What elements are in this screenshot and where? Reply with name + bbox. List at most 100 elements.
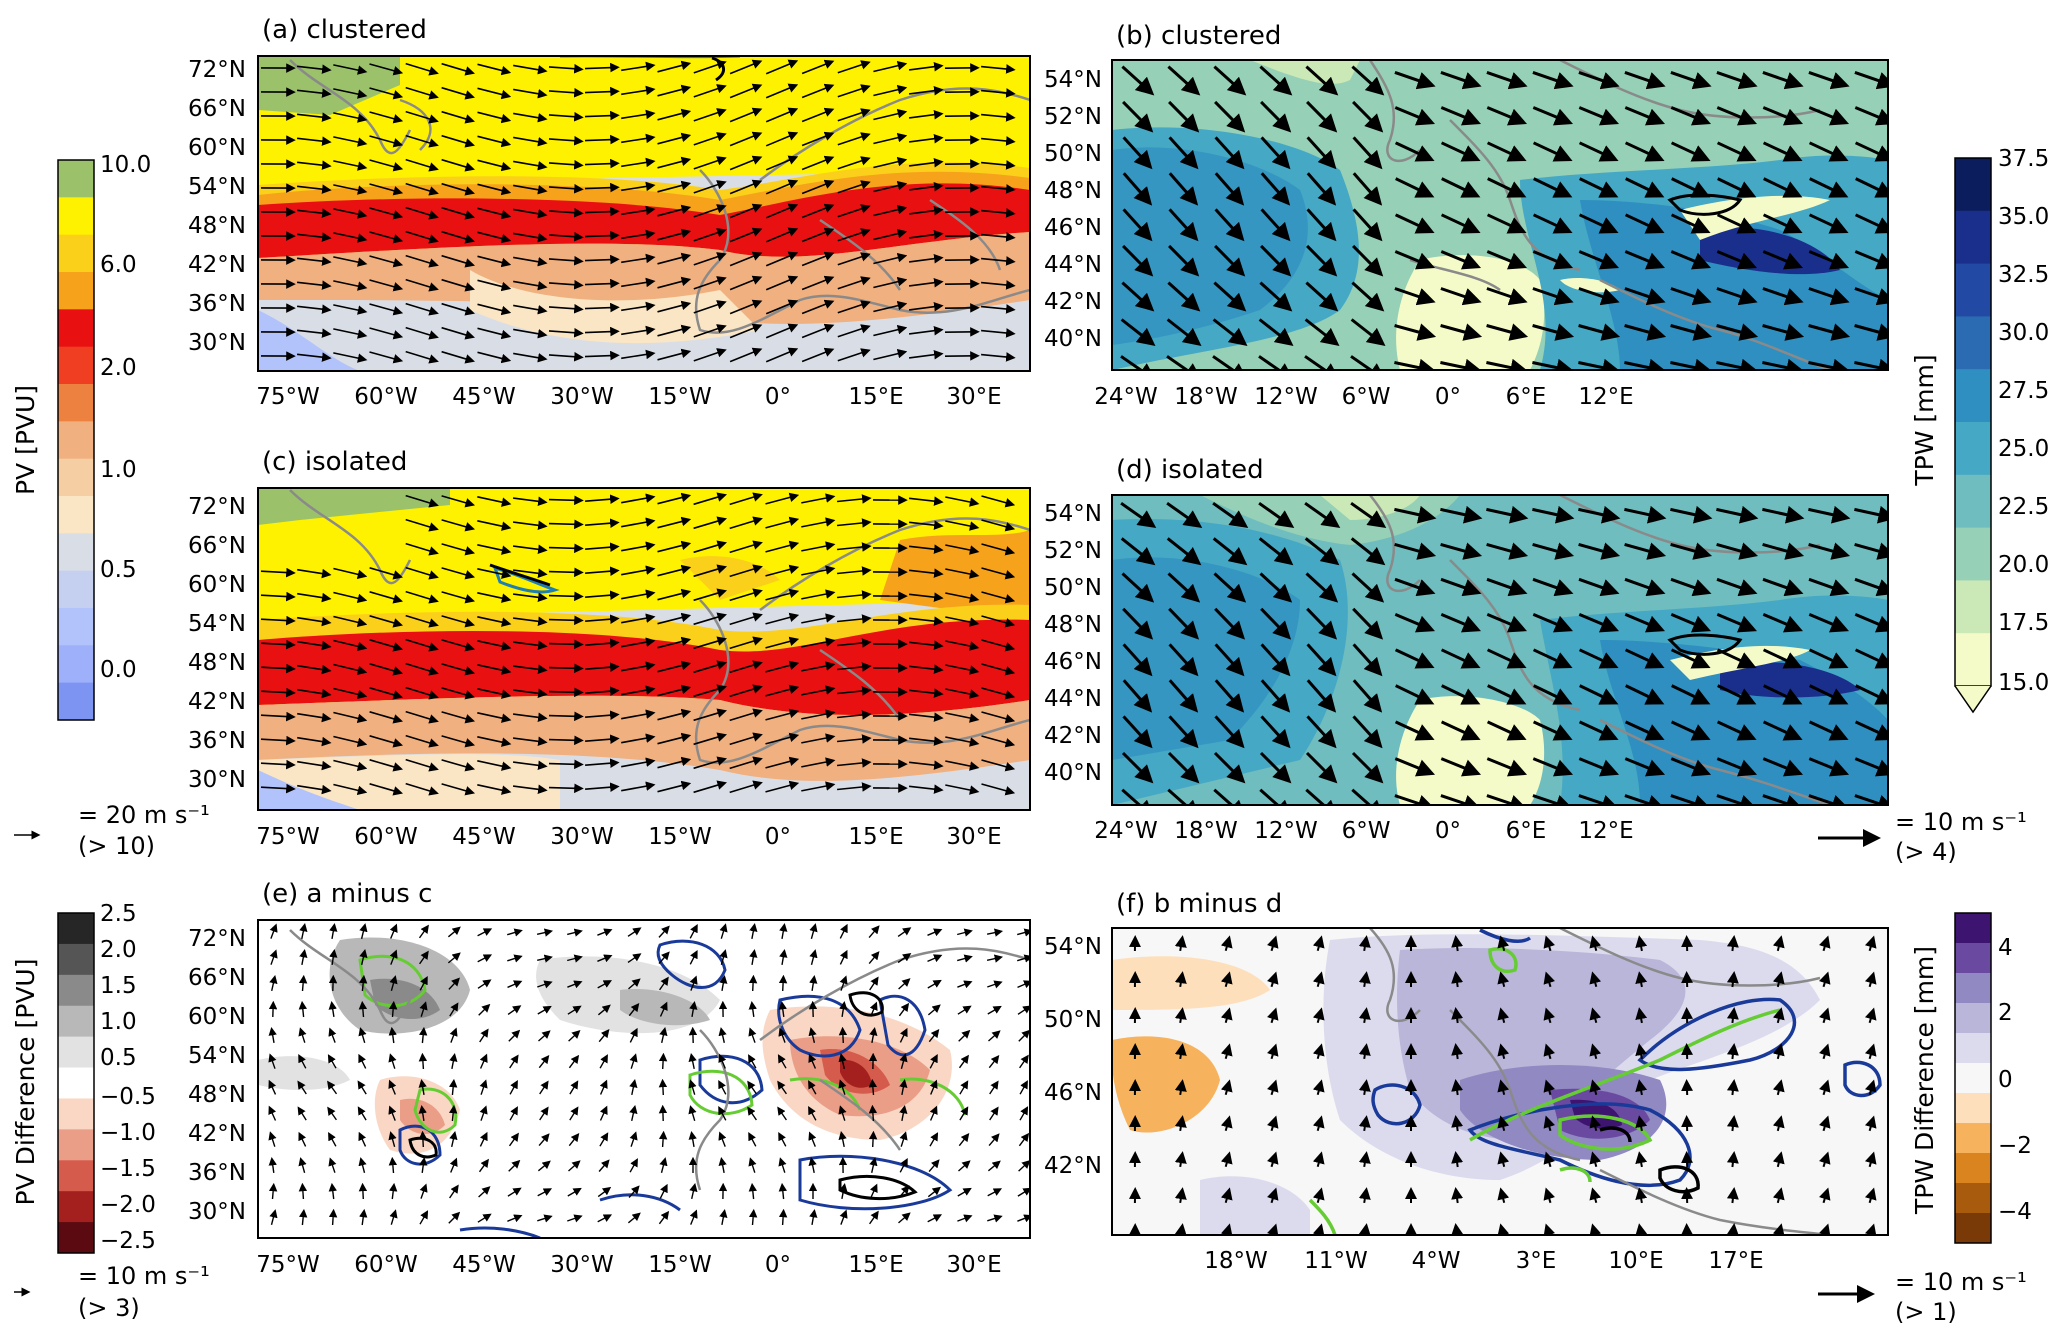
wind-arrow xyxy=(585,494,620,504)
wind-arrow xyxy=(621,517,656,528)
wind-arrow xyxy=(729,347,763,363)
wind-arrow xyxy=(729,107,763,123)
lat-tick: 44°N xyxy=(1044,686,1102,712)
wind-arrow xyxy=(908,253,944,264)
lon-tick: 0° xyxy=(765,384,791,410)
lat-tick: 66°N xyxy=(188,533,246,559)
panel-a-lat-ticks: 72°N 66°N 60°N 54°N 48°N 42°N 36°N 30°N xyxy=(188,57,246,356)
colorbar-segment xyxy=(1955,1033,1991,1064)
wind-arrow xyxy=(441,759,476,772)
wind-arrow xyxy=(1808,720,1849,741)
lon-tick: 15°E xyxy=(848,384,903,410)
wind-arrow xyxy=(585,614,620,624)
wind-arrow xyxy=(585,590,620,600)
lon-tick: 24°W xyxy=(1094,818,1158,844)
colorbar-segment xyxy=(1955,369,1991,423)
wind-arrow xyxy=(1394,106,1436,126)
wind-arrow xyxy=(657,108,692,121)
wind-arrow xyxy=(1121,572,1155,603)
wind-arrow xyxy=(1167,65,1201,96)
wind-arrow xyxy=(657,84,692,97)
wind-arrow xyxy=(597,954,613,963)
wind-arrow xyxy=(989,1080,999,1095)
wind-arrow xyxy=(418,1052,428,1070)
wind-arrow xyxy=(657,300,692,313)
wind-arrow xyxy=(297,88,332,98)
lon-tick: 18°W xyxy=(1174,384,1238,410)
wind-arrow xyxy=(837,710,872,720)
colorbar-tick: 35.0 xyxy=(1998,204,2049,230)
wind-arrow xyxy=(1440,287,1482,306)
wind-arrow xyxy=(507,980,523,989)
wind-arrow xyxy=(1808,613,1849,633)
wind-arrow xyxy=(548,639,584,650)
wind-arrow xyxy=(693,780,727,794)
wind-arrow xyxy=(1624,358,1667,370)
wind-arrow xyxy=(801,59,835,75)
wind-arrow xyxy=(333,711,368,724)
lon-tick: 24°W xyxy=(1094,384,1158,410)
wind-arrow xyxy=(405,230,439,244)
wind-arrow xyxy=(513,136,548,147)
wind-arrow xyxy=(369,231,404,244)
lat-tick: 48°N xyxy=(1044,612,1102,638)
wind-arrow xyxy=(1352,715,1383,749)
wind-arrow xyxy=(1306,643,1337,677)
lon-tick: 45°W xyxy=(452,824,516,850)
wind-arrow xyxy=(1532,720,1573,741)
wind-arrow xyxy=(945,616,980,627)
wind-arrow xyxy=(1716,213,1757,234)
wind-arrow xyxy=(693,132,727,146)
wind-arrow xyxy=(1260,208,1291,242)
wind-arrow xyxy=(1578,70,1620,90)
wind-arrow xyxy=(693,636,727,650)
colorbar-segment xyxy=(1955,913,1991,944)
wind-arrow xyxy=(765,636,800,649)
wind-arrow xyxy=(585,566,620,576)
wind-arrow xyxy=(621,709,656,720)
wind-arrow xyxy=(801,709,836,720)
wind-arrow xyxy=(512,688,548,699)
wind-arrow xyxy=(297,592,332,603)
wind-arrow xyxy=(548,711,584,722)
wind-key-tpw-difference: = 10 m s⁻¹ (> 1) xyxy=(1818,1268,2027,1326)
lat-tick: 30°N xyxy=(188,767,246,793)
wind-arrow xyxy=(981,304,1016,314)
wind-arrow xyxy=(801,251,835,267)
wind-arrow xyxy=(1440,720,1481,741)
wind-arrow xyxy=(1120,355,1157,370)
wind-arrow xyxy=(477,979,492,989)
wind-arrow xyxy=(693,612,727,626)
wind-arrow xyxy=(260,735,296,746)
wind-arrow xyxy=(927,954,943,963)
wind-arrow xyxy=(1120,318,1156,347)
wind-arrow xyxy=(328,1000,337,1018)
wind-arrow xyxy=(405,182,439,196)
wind-arrow xyxy=(1486,542,1529,560)
wind-arrow xyxy=(1762,757,1804,777)
wind-arrow xyxy=(441,110,475,124)
wind-arrow xyxy=(297,352,332,362)
wind-arrow xyxy=(1019,1106,1029,1121)
wind-arrow xyxy=(449,1130,458,1148)
wind-arrow xyxy=(957,928,973,937)
wind-arrow xyxy=(369,63,404,76)
lat-tick: 52°N xyxy=(1044,538,1102,564)
wind-arrow xyxy=(693,348,727,362)
wind-arrow xyxy=(1716,613,1757,633)
wind-arrow xyxy=(260,711,296,722)
wind-arrow xyxy=(729,732,763,746)
wind-arrow xyxy=(1166,355,1203,370)
colorbar-segment xyxy=(1955,973,1991,1004)
colorbar-segment xyxy=(58,570,94,609)
wind-arrow xyxy=(1212,501,1249,528)
wind-arrow xyxy=(1168,136,1199,170)
wind-arrow xyxy=(298,1182,308,1200)
wind-arrow xyxy=(801,565,836,576)
wind-arrow xyxy=(621,133,656,144)
wind-arrow xyxy=(908,133,944,144)
lon-tick: 30°E xyxy=(946,1252,1001,1278)
wind-arrow xyxy=(584,230,620,241)
wind-arrow xyxy=(808,1053,817,1069)
wind-arrow xyxy=(1305,751,1338,784)
